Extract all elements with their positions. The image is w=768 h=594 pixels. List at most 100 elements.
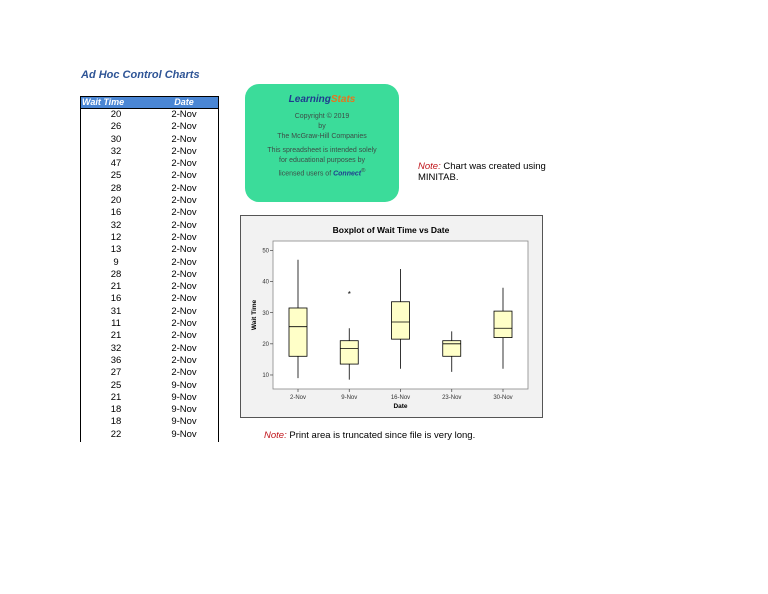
- wait-time-cell[interactable]: 12: [110, 231, 122, 243]
- date-cell[interactable]: 2-Nov: [171, 305, 197, 317]
- table-row: 30 2-Nov: [81, 134, 218, 146]
- date-cell[interactable]: 2-Nov: [171, 133, 197, 145]
- wait-time-cell[interactable]: 18: [110, 404, 122, 416]
- print-area-note: Note: Print area is truncated since file…: [264, 430, 475, 441]
- chart-title: Boxplot of Wait Time vs Date: [333, 225, 450, 235]
- table-row: 28 2-Nov: [81, 183, 218, 195]
- boxplot-svg: Boxplot of Wait Time vs Date 10 20 30 40 50 Wa…: [251, 225, 529, 410]
- wait-time-cell[interactable]: 25: [110, 170, 122, 182]
- table-row: 25 9-Nov: [81, 380, 218, 392]
- x-tick-label: 23-Nov: [442, 395, 461, 401]
- table-row: 26 2-Nov: [81, 121, 218, 133]
- wait-time-cell[interactable]: 21: [110, 330, 122, 342]
- x-tick-label: 9-Nov: [341, 395, 357, 401]
- wait-time-cell[interactable]: 31: [110, 305, 122, 317]
- logo-learning: Learning: [288, 94, 331, 105]
- box: [339, 340, 359, 365]
- wait-time-cell[interactable]: 9: [113, 256, 119, 268]
- date-cell[interactable]: 2-Nov: [171, 244, 197, 256]
- wait-time-cell[interactable]: 28: [110, 182, 122, 194]
- table-row: 11 2-Nov: [81, 318, 218, 330]
- date-cell[interactable]: 2-Nov: [171, 158, 197, 170]
- outlier-marker: *: [348, 290, 351, 299]
- date-cell[interactable]: 2-Nov: [171, 256, 197, 268]
- table-body: 20 2-Nov 26 2-Nov 30 2-Nov 32 2-Nov 47 2-Nov 25 2-N…: [81, 109, 218, 441]
- table-row: 9 2-Nov: [81, 257, 218, 269]
- notice-line-1: This spreadsheet is intended solely: [267, 147, 377, 154]
- box: [442, 340, 462, 357]
- wait-time-cell[interactable]: 21: [110, 281, 122, 293]
- date-cell[interactable]: 2-Nov: [171, 109, 197, 120]
- date-cell[interactable]: 2-Nov: [171, 354, 197, 366]
- table-row: 18 9-Nov: [81, 416, 218, 428]
- date-cell[interactable]: 2-Nov: [171, 145, 197, 157]
- table-row: 32 2-Nov: [81, 343, 218, 355]
- wait-time-cell[interactable]: 28: [110, 268, 122, 280]
- wait-time-table: Wait Time Date 20 2-Nov 26 2-Nov 30 2-Nov 32 2-…: [80, 96, 219, 442]
- date-cell[interactable]: 2-Nov: [171, 281, 197, 293]
- company-text: The McGraw-Hill Companies: [277, 133, 367, 140]
- table-row: 31 2-Nov: [81, 306, 218, 318]
- table-row: 18 9-Nov: [81, 404, 218, 416]
- wait-time-cell[interactable]: 21: [110, 391, 122, 403]
- table-row: 28 2-Nov: [81, 269, 218, 281]
- date-cell[interactable]: 9-Nov: [171, 379, 197, 391]
- wait-time-cell[interactable]: 47: [110, 158, 122, 170]
- wait-time-cell[interactable]: 22: [110, 428, 122, 440]
- date-cell[interactable]: 2-Nov: [171, 219, 197, 231]
- date-cell[interactable]: 9-Nov: [171, 391, 197, 403]
- wait-time-cell[interactable]: 36: [110, 354, 122, 366]
- date-cell[interactable]: 2-Nov: [171, 182, 197, 194]
- table-row: 12 2-Nov: [81, 232, 218, 244]
- wait-time-cell[interactable]: 25: [110, 379, 122, 391]
- y-tick-label: 20: [262, 342, 269, 348]
- date-cell[interactable]: 9-Nov: [171, 404, 197, 416]
- logo-stats: Stats: [330, 94, 356, 105]
- date-cell[interactable]: 2-Nov: [171, 195, 197, 207]
- notice-line-3-text: licensed users of: [278, 170, 332, 178]
- wait-time-cell[interactable]: 32: [110, 145, 122, 157]
- date-cell[interactable]: 2-Nov: [171, 170, 197, 182]
- note-label: Note:: [264, 430, 287, 441]
- date-cell[interactable]: 2-Nov: [171, 121, 197, 133]
- table-row: 27 2-Nov: [81, 367, 218, 379]
- header-date[interactable]: Date: [174, 97, 194, 107]
- y-tick-label: 40: [262, 280, 269, 286]
- table-row: 13 2-Nov: [81, 244, 218, 256]
- date-cell[interactable]: 2-Nov: [171, 367, 197, 379]
- wait-time-cell[interactable]: 32: [110, 219, 122, 231]
- date-cell[interactable]: 2-Nov: [171, 231, 197, 243]
- header-wait-time[interactable]: Wait Time: [82, 97, 125, 107]
- x-tick-label: 30-Nov: [493, 395, 512, 401]
- wait-time-cell[interactable]: 18: [110, 416, 122, 428]
- date-cell[interactable]: 2-Nov: [171, 342, 197, 354]
- date-cell[interactable]: 9-Nov: [171, 416, 197, 428]
- date-cell[interactable]: 2-Nov: [171, 318, 197, 330]
- wait-time-cell[interactable]: 13: [110, 244, 122, 256]
- boxplot-chart: Boxplot of Wait Time vs Date 10 20 30 40 50 Wa…: [240, 215, 543, 418]
- date-cell[interactable]: 9-Nov: [171, 428, 197, 440]
- print-note-text: Print area is truncated since file is ve…: [289, 430, 476, 441]
- table-row: 21 2-Nov: [81, 281, 218, 293]
- connect-brand: Connect: [333, 170, 362, 178]
- date-cell[interactable]: 2-Nov: [171, 207, 197, 219]
- wait-time-cell[interactable]: 26: [110, 121, 122, 133]
- wait-time-cell[interactable]: 16: [110, 293, 122, 305]
- wait-time-cell[interactable]: 16: [110, 207, 122, 219]
- date-cell[interactable]: 2-Nov: [171, 293, 197, 305]
- table-row: 20 2-Nov: [81, 109, 218, 121]
- wait-time-cell[interactable]: 32: [110, 342, 122, 354]
- date-cell[interactable]: 2-Nov: [171, 330, 197, 342]
- wait-time-cell[interactable]: 27: [110, 367, 122, 379]
- notice-line-2: for educational purposes by: [279, 157, 365, 164]
- table-row: 32 2-Nov: [81, 146, 218, 158]
- table-header: Wait Time Date: [80, 96, 219, 109]
- wait-time-cell[interactable]: 20: [110, 195, 122, 207]
- learningstats-logo: LearningStats: [245, 94, 399, 105]
- y-tick-label: 50: [262, 249, 269, 255]
- wait-time-cell[interactable]: 30: [110, 133, 122, 145]
- wait-time-cell[interactable]: 20: [110, 109, 122, 120]
- wait-time-cell[interactable]: 11: [111, 318, 121, 330]
- x-tick-label: 2-Nov: [290, 395, 306, 401]
- date-cell[interactable]: 2-Nov: [171, 268, 197, 280]
